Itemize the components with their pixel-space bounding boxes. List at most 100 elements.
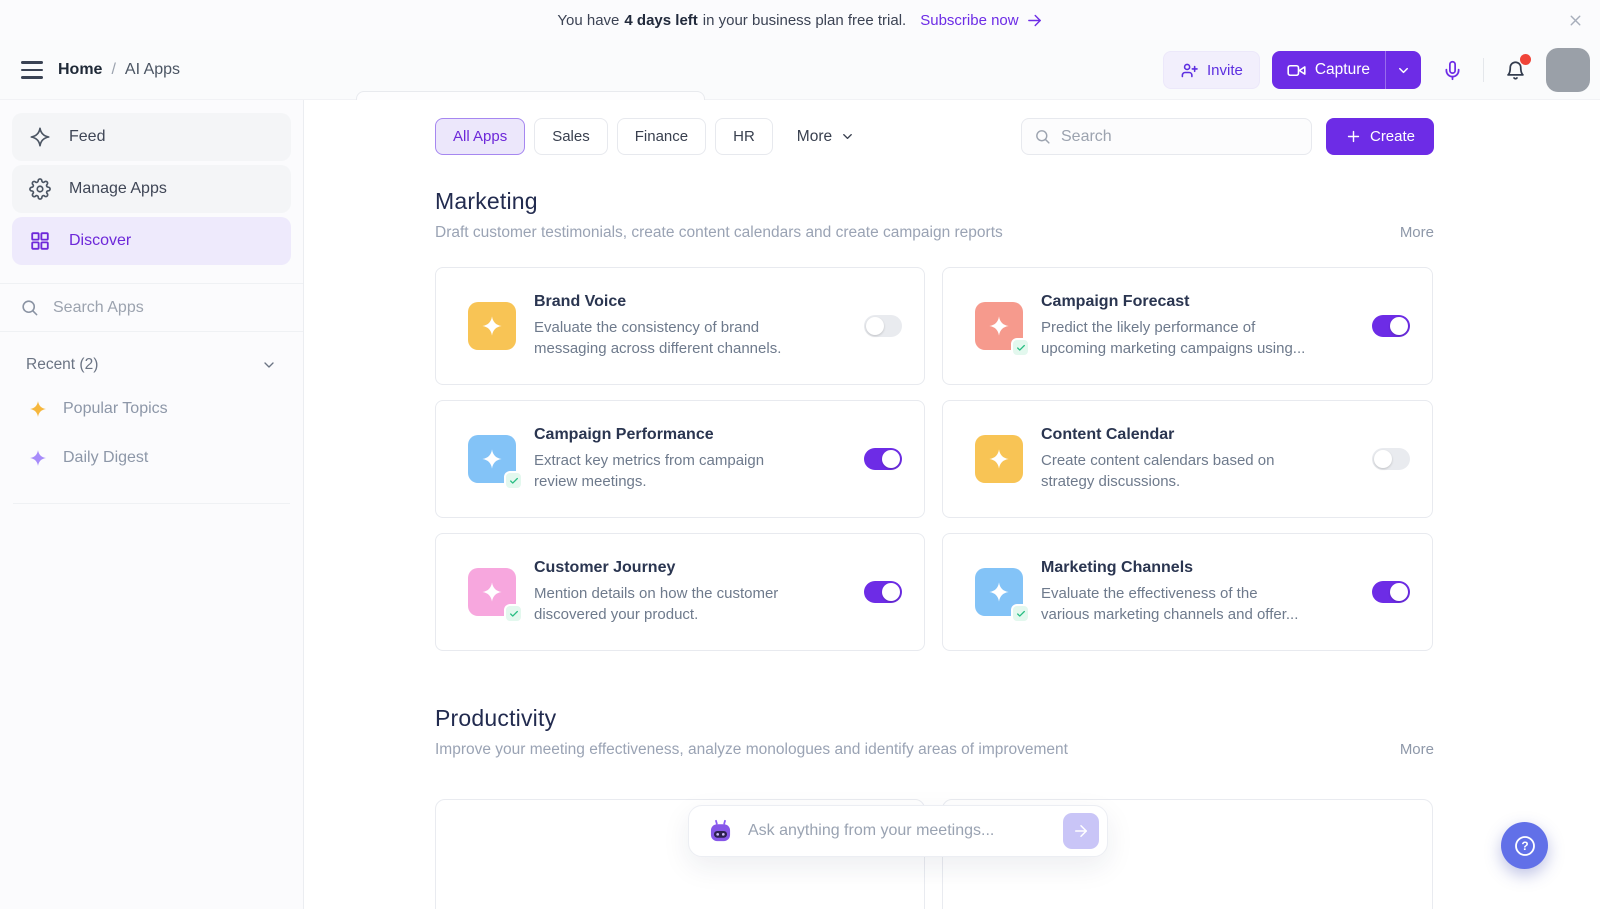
sidebar-item-label: Manage Apps bbox=[69, 180, 167, 197]
capture-button[interactable]: Capture bbox=[1271, 51, 1421, 89]
subscribe-now-link[interactable]: Subscribe now bbox=[920, 12, 1042, 29]
tab-sales[interactable]: Sales bbox=[534, 118, 608, 155]
header-actions: Invite Capture bbox=[1162, 40, 1590, 100]
installed-check-badge bbox=[1011, 338, 1030, 357]
tab-all-apps[interactable]: All Apps bbox=[435, 118, 526, 155]
section-more-link[interactable]: More bbox=[1399, 741, 1434, 758]
app-description: Extract key metrics from campaign review… bbox=[534, 452, 765, 490]
toolbar-right: Create bbox=[1021, 118, 1434, 155]
apps-search-input[interactable] bbox=[1061, 127, 1299, 146]
app-title: Content Calendar bbox=[1041, 426, 1175, 443]
app-card[interactable]: Brand Voice Evaluate the consistency of … bbox=[435, 267, 925, 385]
breadcrumb-current: AI Apps bbox=[124, 61, 181, 78]
recent-item-star-icon bbox=[28, 399, 48, 419]
banner-text-post: in your business plan free trial. bbox=[702, 11, 907, 29]
chevron-down-icon bbox=[261, 357, 277, 373]
capture-dropdown-button[interactable] bbox=[1385, 51, 1421, 89]
microphone-icon[interactable] bbox=[1433, 51, 1471, 89]
gear-icon bbox=[29, 178, 51, 200]
notifications-bell-icon[interactable] bbox=[1496, 51, 1534, 89]
search-icon bbox=[1034, 128, 1051, 145]
trial-banner-message: You have 4 days left in your business pl… bbox=[557, 12, 1042, 29]
capture-main[interactable]: Capture bbox=[1272, 51, 1385, 89]
app-title: Campaign Forecast bbox=[1041, 293, 1190, 310]
sidebar-nav: Feed Manage Apps Discover bbox=[0, 100, 303, 265]
tab-hr[interactable]: HR bbox=[715, 118, 773, 155]
app-card[interactable]: Customer Journey Mention details on how … bbox=[435, 533, 925, 651]
app-description: Mention details on how the customer disc… bbox=[534, 585, 779, 623]
more-tabs-button[interactable]: More bbox=[797, 128, 855, 146]
hamburger-menu-icon[interactable] bbox=[18, 56, 46, 84]
apps-search bbox=[1021, 118, 1312, 155]
app-text: Brand Voice Evaluate the consistency of … bbox=[534, 293, 854, 359]
banner-days-left: 4 days left bbox=[624, 11, 698, 29]
sparkle-icon bbox=[481, 315, 503, 337]
sidebar: Feed Manage Apps Discover Recent (2 bbox=[0, 100, 304, 909]
sidebar-divider bbox=[13, 503, 290, 504]
section-subtitle: Draft customer testimonials, create cont… bbox=[435, 224, 1003, 241]
sparkle-icon bbox=[988, 315, 1010, 337]
section-title: Marketing bbox=[435, 188, 538, 214]
app-icon bbox=[468, 302, 516, 350]
app-title: Marketing Channels bbox=[1041, 559, 1194, 576]
app-toggle[interactable] bbox=[864, 581, 902, 603]
app-toggle[interactable] bbox=[864, 448, 902, 470]
section-title: Productivity bbox=[435, 705, 557, 731]
ask-submit-button[interactable] bbox=[1063, 813, 1099, 849]
app-toggle[interactable] bbox=[1372, 448, 1410, 470]
app-toggle[interactable] bbox=[1372, 581, 1410, 603]
sidebar-search-input[interactable] bbox=[53, 298, 283, 317]
recent-section-header[interactable]: Recent (2) bbox=[26, 356, 277, 374]
section-more-link[interactable]: More bbox=[1399, 224, 1434, 241]
breadcrumb-home[interactable]: Home bbox=[58, 61, 103, 78]
plus-icon bbox=[1345, 128, 1362, 145]
recent-item-popular-topics[interactable]: Popular Topics bbox=[28, 399, 303, 419]
app-card[interactable]: Content Calendar Create content calendar… bbox=[942, 400, 1433, 518]
app-header: Home / AI Apps Invite Capt bbox=[0, 40, 1600, 129]
recent-item-label: Daily Digest bbox=[63, 449, 149, 466]
tab-finance[interactable]: Finance bbox=[616, 118, 707, 155]
recent-item-label: Popular Topics bbox=[63, 400, 168, 417]
sidebar-item-label: Feed bbox=[69, 128, 106, 145]
sparkle-icon bbox=[988, 448, 1010, 470]
app-toggle[interactable] bbox=[1372, 315, 1410, 337]
search-icon bbox=[20, 298, 39, 317]
app-title: Campaign Performance bbox=[534, 426, 714, 443]
banner-text-pre: You have bbox=[557, 11, 620, 29]
svg-text:?: ? bbox=[1521, 839, 1528, 853]
sidebar-item-discover[interactable]: Discover bbox=[12, 217, 291, 265]
avatar[interactable] bbox=[1546, 48, 1590, 92]
arrow-right-icon bbox=[1072, 822, 1090, 840]
app-card[interactable]: Marketing Channels Evaluate the effectiv… bbox=[942, 533, 1433, 651]
sidebar-item-feed[interactable]: Feed bbox=[12, 113, 291, 161]
chevron-down-icon bbox=[840, 129, 855, 144]
chevron-down-icon bbox=[1396, 63, 1411, 78]
ask-meetings-input[interactable] bbox=[748, 822, 1049, 840]
ask-fred-bar bbox=[688, 805, 1108, 857]
app-description: Evaluate the effectiveness of the variou… bbox=[1041, 585, 1299, 623]
spark-outline-icon bbox=[29, 126, 51, 148]
app-grid: Brand Voice Evaluate the consistency of … bbox=[435, 267, 1434, 651]
app-icon bbox=[468, 568, 523, 623]
banner-close-icon[interactable] bbox=[1567, 12, 1584, 29]
app-icon bbox=[468, 435, 523, 490]
sparkle-icon bbox=[481, 581, 503, 603]
question-mark-icon: ? bbox=[1512, 833, 1538, 859]
app-card[interactable]: Campaign Forecast Predict the likely per… bbox=[942, 267, 1433, 385]
installed-check-badge bbox=[504, 604, 523, 623]
app-text: Content Calendar Create content calendar… bbox=[1041, 426, 1362, 492]
app-title: Brand Voice bbox=[534, 293, 627, 310]
video-camera-icon bbox=[1287, 61, 1306, 80]
apps-toolbar: All Apps Sales Finance HR More bbox=[435, 118, 1434, 155]
breadcrumb-separator: / bbox=[111, 61, 116, 78]
sidebar-item-manage-apps[interactable]: Manage Apps bbox=[12, 165, 291, 213]
main-content: All Apps Sales Finance HR More bbox=[305, 100, 1600, 909]
invite-button[interactable]: Invite bbox=[1162, 51, 1260, 89]
subscribe-now-label: Subscribe now bbox=[920, 11, 1019, 29]
recent-item-daily-digest[interactable]: Daily Digest bbox=[28, 448, 303, 468]
app-card[interactable]: Campaign Performance Extract key metrics… bbox=[435, 400, 925, 518]
help-button[interactable]: ? bbox=[1501, 822, 1548, 869]
app-toggle[interactable] bbox=[864, 315, 902, 337]
create-button[interactable]: Create bbox=[1326, 118, 1434, 155]
